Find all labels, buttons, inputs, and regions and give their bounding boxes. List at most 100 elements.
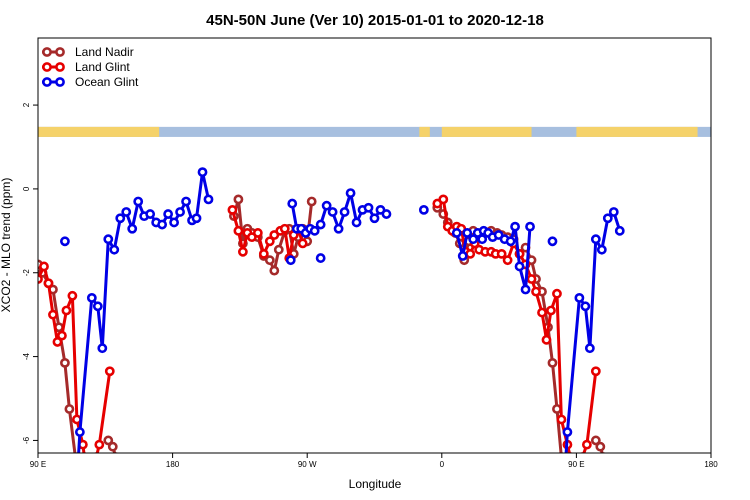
data-point: [541, 334, 552, 345]
data-point: [505, 236, 516, 247]
legend-label: Land Glint: [75, 60, 130, 74]
data-point: [580, 301, 591, 312]
legend-marker: [55, 77, 65, 87]
data-point: [321, 200, 332, 211]
data-point: [109, 244, 120, 255]
data-point: [574, 292, 585, 303]
y-tick-label: 0: [22, 186, 31, 191]
data-point: [197, 167, 208, 178]
data-point: [227, 204, 238, 215]
series-line: [564, 210, 622, 453]
chart-title: 45N-50N June (Ver 10) 2015-01-01 to 2020…: [206, 12, 544, 29]
data-point: [203, 194, 214, 205]
data-point: [351, 217, 362, 228]
data-point: [94, 439, 105, 450]
data-point: [546, 305, 556, 316]
y-axis-label: XCO2 - MLO trend (ppm): [0, 178, 13, 313]
data-point: [596, 244, 607, 255]
data-point: [451, 228, 462, 238]
data-point: [438, 194, 449, 205]
x-axis: 90 E 180 90 W 0 90 E 180: [30, 453, 718, 469]
data-point: [297, 238, 308, 249]
data-point: [64, 404, 75, 414]
data-point: [547, 357, 558, 368]
data-point: [252, 228, 263, 238]
legend-item: Ocean Glint: [42, 75, 139, 89]
data-point: [93, 452, 99, 453]
data-point: [233, 194, 244, 205]
data-point: [264, 236, 275, 247]
data-point: [67, 290, 78, 301]
series-land-glint: [38, 194, 601, 453]
data-point: [273, 244, 284, 255]
x-tick-label: 180: [166, 460, 180, 469]
legend-marker: [42, 62, 52, 72]
data-point: [590, 234, 601, 245]
data-point: [520, 284, 531, 295]
data-point: [52, 337, 63, 347]
data-point: [81, 452, 87, 453]
data-point: [61, 305, 72, 316]
x-tick-label: 0: [440, 460, 445, 469]
data-point: [60, 236, 70, 247]
plot-frame: [37, 37, 712, 454]
data-point: [163, 209, 174, 219]
data-point: [581, 439, 592, 450]
data-point: [496, 248, 507, 259]
data-point: [333, 223, 344, 234]
land-band-segment: [576, 126, 698, 137]
data-point: [510, 221, 520, 232]
data-point: [309, 225, 320, 236]
data-point: [468, 234, 479, 245]
data-point: [562, 427, 573, 437]
data-point: [86, 292, 97, 303]
legend-item: Land Nadir: [42, 45, 134, 59]
data-point: [381, 209, 392, 219]
data-point: [39, 261, 49, 272]
ocean-band: [38, 126, 711, 137]
y-tick-label: -4: [22, 352, 31, 360]
x-tick-label: 90 W: [298, 460, 317, 469]
data-point: [181, 196, 191, 207]
data-point: [558, 452, 564, 453]
data-point: [233, 225, 244, 236]
data-point: [103, 435, 114, 446]
land-band-segment: [441, 126, 532, 137]
data-point: [590, 435, 601, 446]
x-tick-label: 90 E: [568, 460, 584, 469]
y-tick-label: -6: [22, 436, 31, 444]
y-tick-label: -2: [22, 269, 31, 277]
data-point: [104, 366, 115, 377]
data-point: [477, 234, 488, 245]
data-point: [48, 309, 58, 320]
data-point: [75, 452, 81, 453]
y-axis: -6 -4 -2 0 2: [22, 102, 38, 444]
data-point: [315, 219, 326, 230]
data-point: [315, 253, 326, 263]
land-band-segment: [419, 126, 430, 137]
data-point: [169, 217, 179, 228]
data-point: [306, 196, 317, 207]
data-point: [457, 251, 468, 261]
data-point: [258, 248, 269, 259]
series-land-nadir: [38, 194, 606, 453]
x-tick-label: 180: [704, 460, 718, 469]
data-point: [462, 228, 473, 238]
data-point: [531, 286, 541, 297]
data-point: [133, 196, 144, 207]
data-point: [345, 188, 356, 199]
data-point: [191, 213, 202, 224]
data-point: [74, 427, 85, 437]
data-point: [127, 223, 138, 234]
data-point: [526, 274, 537, 284]
data-point: [590, 366, 601, 377]
data-point: [514, 261, 525, 272]
data-point: [237, 246, 248, 257]
data-point: [57, 330, 67, 341]
data-point: [552, 288, 562, 299]
series-layer: [38, 167, 625, 453]
data-point: [92, 301, 103, 312]
data-point: [285, 255, 296, 266]
